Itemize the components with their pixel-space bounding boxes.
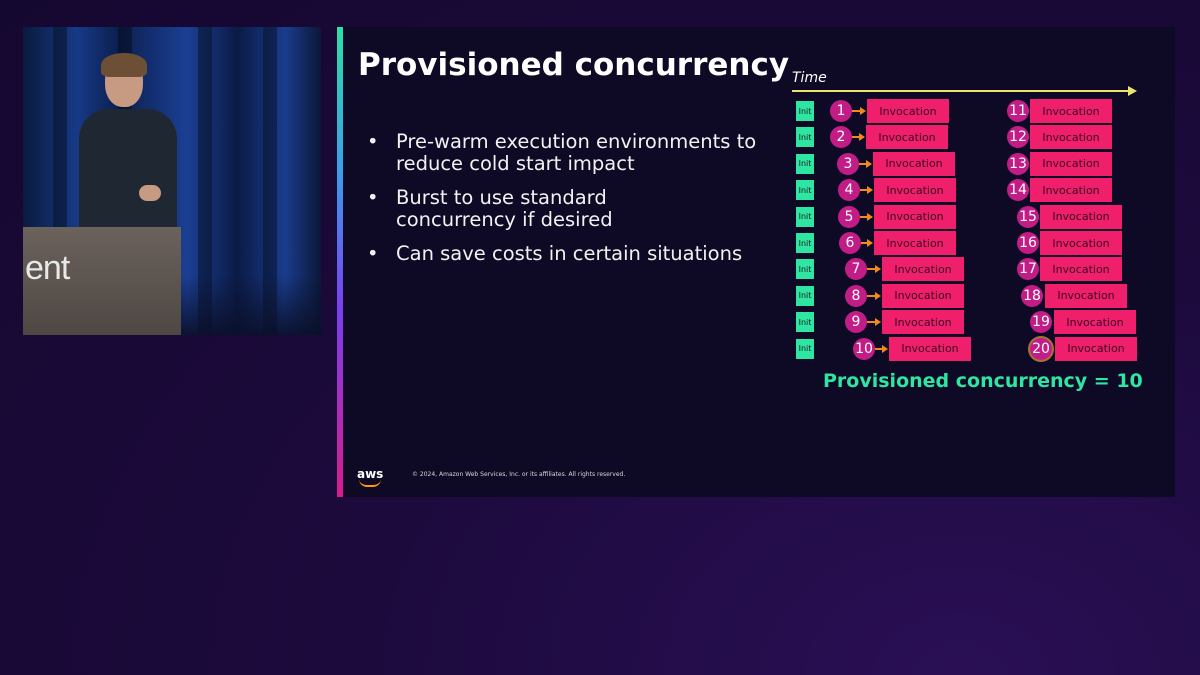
slide-accent-bar	[337, 27, 343, 497]
time-axis-line	[792, 90, 1128, 92]
podium: ent	[23, 227, 181, 335]
init-box: Init	[795, 284, 815, 307]
request-number-badge: 2	[830, 126, 852, 149]
invocation-box: Invocation	[882, 283, 964, 308]
aws-smile-icon	[359, 479, 381, 487]
request-number-badge: 13	[1007, 152, 1029, 175]
request-number-badge: 10	[853, 337, 875, 360]
init-box: Init	[795, 126, 815, 149]
init-box: Init	[795, 100, 815, 122]
slide-title: Provisioned concurrency	[358, 47, 790, 83]
request-number-badge: 4	[838, 179, 860, 202]
request-number-badge: 12	[1007, 126, 1029, 149]
invocation-box: Invocation	[1040, 231, 1122, 255]
slide: Provisioned concurrency Pre-warm executi…	[337, 27, 1175, 497]
podium-text: ent	[25, 249, 70, 287]
slide-footer: aws © 2024, Amazon Web Services, Inc. or…	[357, 467, 626, 487]
arrow-right-icon	[859, 159, 872, 168]
init-box: Init	[795, 179, 815, 202]
presenter	[71, 53, 181, 249]
invocation-box: Invocation	[867, 99, 949, 123]
request-number-badge: 6	[839, 232, 861, 254]
invocation-box: Invocation	[1030, 151, 1112, 176]
invocation-box: Invocation	[1030, 125, 1112, 150]
invocation-box: Invocation	[866, 125, 948, 150]
arrow-right-icon	[860, 186, 873, 195]
arrow-right-icon	[852, 107, 866, 115]
request-number-badge: 3	[837, 152, 859, 175]
invocation-box: Invocation	[873, 151, 955, 176]
arrow-right-icon	[867, 291, 881, 300]
request-number-badge: 14	[1007, 179, 1029, 202]
request-number-badge: 20	[1030, 337, 1052, 360]
speaker-video: ent	[23, 27, 321, 335]
invocation-box: Invocation	[1055, 336, 1137, 361]
request-number-badge: 8	[845, 284, 867, 307]
invocation-box: Invocation	[874, 204, 956, 229]
invocation-box: Invocation	[889, 336, 971, 361]
invocation-box: Invocation	[1054, 310, 1136, 335]
invocation-box: Invocation	[874, 231, 956, 255]
invocation-box: Invocation	[1040, 204, 1122, 229]
request-number-badge: 9	[845, 311, 867, 334]
request-number-badge: 15	[1017, 205, 1039, 228]
init-box: Init	[795, 337, 815, 360]
request-number-badge: 11	[1007, 100, 1029, 122]
invocation-box: Invocation	[1030, 178, 1112, 203]
time-axis-label: Time	[792, 70, 827, 86]
init-box: Init	[795, 152, 815, 175]
arrow-right-icon	[861, 239, 873, 247]
bullet-item: Burst to use standard concurrency if des…	[367, 187, 726, 231]
request-number-badge: 17	[1017, 258, 1039, 281]
init-box: Init	[795, 258, 815, 281]
request-number-badge: 5	[838, 205, 860, 228]
invocation-box: Invocation	[882, 257, 964, 282]
init-box: Init	[795, 205, 815, 228]
arrow-right-icon	[867, 318, 881, 327]
time-axis-arrow-icon	[1128, 86, 1137, 96]
arrow-right-icon	[867, 265, 881, 274]
request-number-badge: 16	[1017, 232, 1039, 254]
arrow-right-icon	[852, 133, 865, 142]
bullet-item: Pre-warm execution environments to reduc…	[367, 131, 757, 175]
request-number-badge: 19	[1030, 311, 1052, 334]
invocation-box: Invocation	[1045, 283, 1127, 308]
provisioned-concurrency-caption: Provisioned concurrency = 10	[823, 370, 1143, 392]
request-number-badge: 7	[845, 258, 867, 281]
arrow-right-icon	[875, 344, 888, 353]
request-number-badge: 18	[1021, 284, 1043, 307]
request-number-badge: 1	[830, 100, 852, 122]
invocation-box: Invocation	[1040, 257, 1122, 282]
invocation-box: Invocation	[1030, 99, 1112, 123]
bullet-item: Can save costs in certain situations	[367, 243, 757, 266]
invocation-box: Invocation	[882, 310, 964, 335]
aws-logo: aws	[357, 467, 387, 487]
bullet-list: Pre-warm execution environments to reduc…	[367, 131, 757, 277]
arrow-right-icon	[860, 212, 873, 221]
init-box: Init	[795, 311, 815, 334]
init-box: Init	[795, 232, 815, 254]
invocation-box: Invocation	[874, 178, 956, 203]
copyright-text: © 2024, Amazon Web Services, Inc. or its…	[412, 471, 626, 478]
